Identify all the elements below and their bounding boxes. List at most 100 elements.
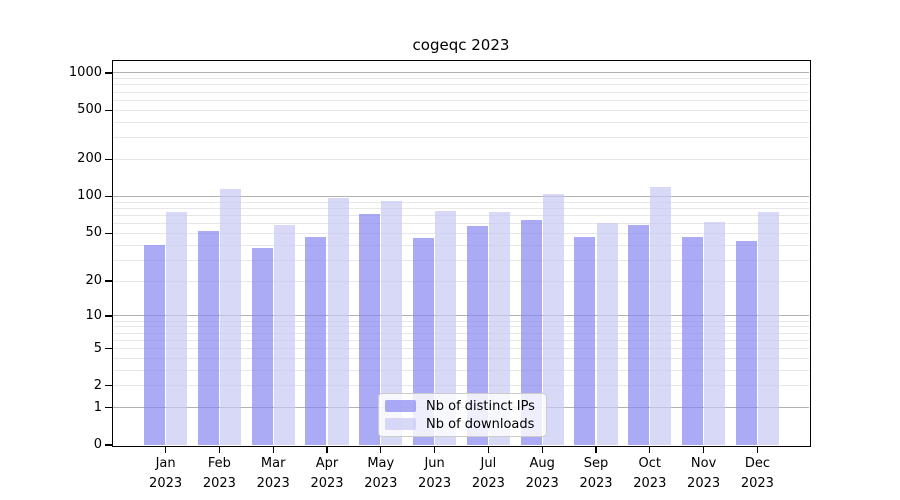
y-tick-label: 20 xyxy=(85,273,102,289)
y-tick-mark xyxy=(105,444,113,446)
x-tick-year: 2023 xyxy=(202,475,236,491)
y-gridline-minor xyxy=(113,348,809,349)
legend-swatch-distinct-ips xyxy=(385,400,416,412)
y-gridline-minor xyxy=(113,369,809,371)
x-tick-month: Sep xyxy=(583,456,609,471)
x-tick-label: Nov 2023 xyxy=(672,454,736,493)
legend-row-downloads: Nb of downloads xyxy=(385,415,540,433)
y-gridline-minor xyxy=(113,320,809,322)
y-gridline-minor xyxy=(113,109,809,111)
x-tick-mark xyxy=(272,446,274,453)
y-tick-mark xyxy=(105,280,113,282)
y-gridline-minor xyxy=(113,326,809,328)
y-tick-label: 500 xyxy=(77,102,102,118)
x-tick-mark xyxy=(649,446,651,453)
x-tick-year: 2023 xyxy=(418,475,452,491)
bar-downloads xyxy=(596,222,618,445)
y-tick-label: 200 xyxy=(77,151,102,167)
y-tick-label: 100 xyxy=(77,188,102,204)
chart-title: cogeqc 2023 xyxy=(412,36,510,54)
x-tick-label: Apr 2023 xyxy=(295,454,359,493)
bar-downloads xyxy=(273,224,295,445)
x-tick-year: 2023 xyxy=(740,475,774,491)
bar-distinct-ips xyxy=(574,236,596,445)
legend-swatch-downloads xyxy=(385,418,416,430)
x-tick-month: Apr xyxy=(315,456,339,471)
x-tick-mark xyxy=(702,446,705,453)
x-tick-mark xyxy=(487,446,490,453)
bar-distinct-ips xyxy=(520,220,542,445)
x-tick-mark xyxy=(218,446,221,453)
x-tick-year: 2023 xyxy=(687,475,721,491)
y-gridline-major xyxy=(113,72,809,74)
bar-downloads xyxy=(327,198,349,445)
bar-downloads xyxy=(758,211,779,445)
y-gridline-minor xyxy=(113,78,809,80)
y-gridline-minor xyxy=(113,332,809,334)
bar-downloads xyxy=(381,201,403,445)
x-tick-mark xyxy=(164,446,167,453)
y-tick-mark xyxy=(105,315,113,317)
y-tick-mark xyxy=(105,195,113,198)
y-gridline-minor xyxy=(113,214,809,216)
y-gridline-minor xyxy=(113,232,809,234)
y-gridline-minor xyxy=(113,91,809,93)
x-tick-month: Oct xyxy=(638,456,662,471)
y-gridline-minor xyxy=(113,280,809,282)
bar-downloads xyxy=(704,221,726,445)
x-tick-year: 2023 xyxy=(579,475,613,491)
bar-downloads xyxy=(542,193,564,445)
bar-distinct-ips xyxy=(682,236,703,445)
bar-downloads xyxy=(166,212,188,445)
legend-label-distinct-ips: Nb of distinct IPs xyxy=(426,398,535,414)
x-tick-label: Sep 2023 xyxy=(564,454,628,493)
x-tick-year: 2023 xyxy=(525,475,559,491)
bar-distinct-ips xyxy=(359,213,381,445)
x-tick-label: Jul 2023 xyxy=(456,454,520,493)
x-tick-mark xyxy=(326,446,328,453)
y-gridline-minor xyxy=(113,99,809,101)
x-tick-month: Feb xyxy=(207,456,231,471)
x-tick-month: Nov xyxy=(690,456,717,471)
x-tick-label: Dec 2023 xyxy=(725,454,789,493)
y-gridline-minor xyxy=(113,84,809,86)
x-tick-month: May xyxy=(367,456,395,471)
y-gridline-minor xyxy=(113,385,809,387)
x-tick-label: Feb 2023 xyxy=(187,454,251,493)
y-tick-label: 2 xyxy=(93,377,102,393)
y-tick-label: 1 xyxy=(93,399,102,415)
y-gridline-minor xyxy=(113,259,809,261)
x-tick-month: Dec xyxy=(744,456,770,471)
bar-distinct-ips xyxy=(251,247,273,445)
x-tick-label: May 2023 xyxy=(349,454,413,493)
y-gridline-minor xyxy=(113,201,809,203)
bar-downloads xyxy=(220,189,241,445)
bar-distinct-ips xyxy=(197,231,219,445)
x-tick-month: Aug xyxy=(529,456,555,471)
x-tick-year: 2023 xyxy=(256,475,290,491)
x-tick-year: 2023 xyxy=(364,475,398,491)
x-tick-label: Jan 2023 xyxy=(134,454,198,493)
x-tick-month: Jun xyxy=(424,456,445,471)
y-tick-mark xyxy=(105,347,113,350)
x-tick-month: Mar xyxy=(260,456,286,471)
y-tick-label: 10 xyxy=(85,307,102,323)
legend: Nb of distinct IPs Nb of downloads xyxy=(378,393,547,437)
y-gridline-minor xyxy=(113,158,809,160)
x-tick-year: 2023 xyxy=(633,475,667,491)
x-tick-label: Mar 2023 xyxy=(241,454,305,493)
x-tick-year: 2023 xyxy=(310,475,344,491)
x-tick-label: Jun 2023 xyxy=(403,454,467,493)
y-tick-mark xyxy=(105,232,113,234)
y-tick-label: 5 xyxy=(93,340,102,356)
y-gridline-minor xyxy=(113,223,809,225)
legend-label-downloads: Nb of downloads xyxy=(426,416,535,432)
y-gridline-major xyxy=(113,195,809,197)
bar-downloads xyxy=(489,211,510,445)
y-gridline-minor xyxy=(113,121,809,123)
y-tick-mark xyxy=(105,385,113,387)
bar-distinct-ips xyxy=(628,225,650,445)
y-gridline-minor xyxy=(113,244,809,246)
x-tick-mark xyxy=(595,446,597,453)
